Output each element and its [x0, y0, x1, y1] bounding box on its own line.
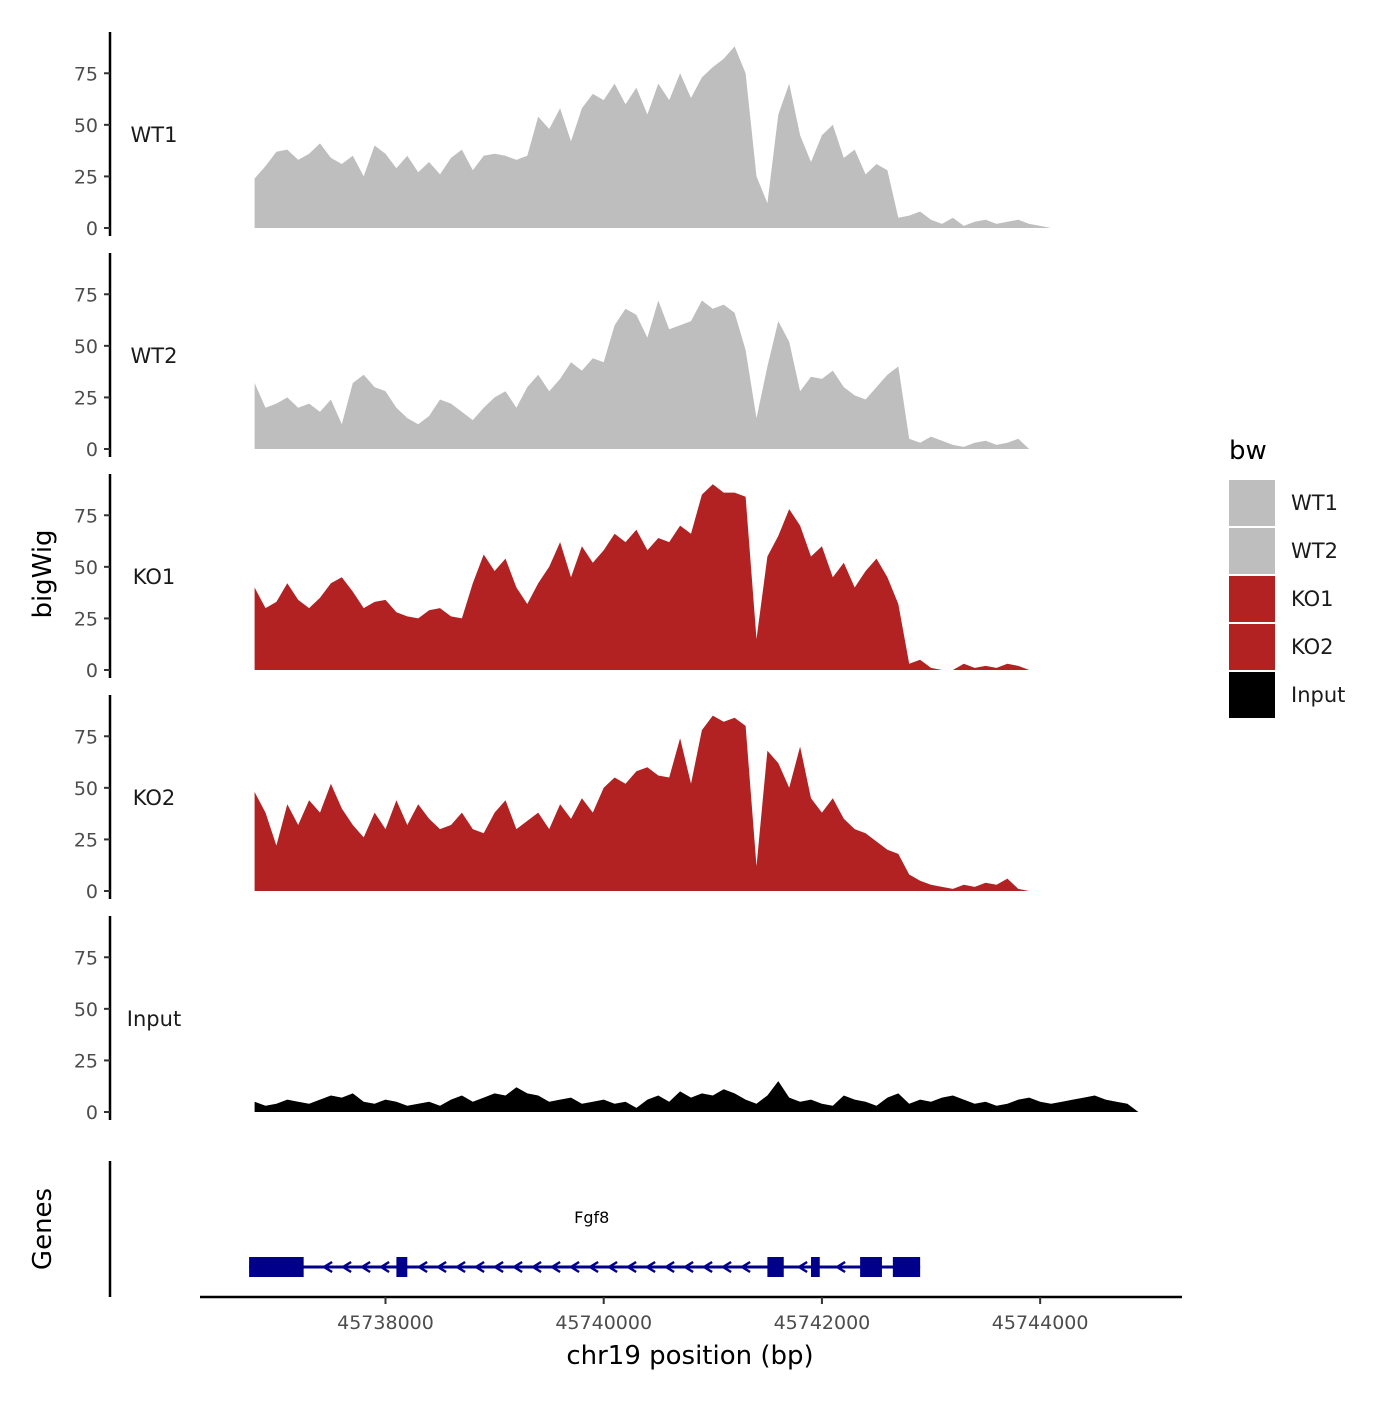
strand-chevron [321, 1260, 333, 1274]
y-tick-label: 25 [74, 166, 98, 188]
strand-chevron [663, 1260, 675, 1274]
strand-chevron [739, 1260, 751, 1274]
genes-axis-title: Genes [28, 1188, 58, 1270]
y-tick-label: 50 [74, 999, 98, 1021]
x-tick-label: 45738000 [337, 1312, 434, 1334]
strand-chevron [435, 1260, 447, 1274]
y-axis-title: bigWig [28, 529, 58, 618]
x-axis: 45738000 45740000 45742000 45744000 [200, 1295, 1182, 1334]
strand-chevron [682, 1260, 694, 1274]
strand-chevron [796, 1260, 808, 1274]
y-tick-label: 75 [74, 63, 98, 85]
x-axis-title: chr19 position (bp) [566, 1341, 813, 1371]
x-tick-label: 45744000 [992, 1312, 1089, 1334]
strand-chevron [340, 1260, 352, 1274]
y-tick-label: 25 [74, 1050, 98, 1072]
legend: bw WT1 WT2 KO1 KO2 Input [1229, 436, 1345, 718]
legend-key-wt1 [1229, 480, 1275, 526]
strand-chevron [416, 1260, 428, 1274]
y-tick-label: 25 [74, 829, 98, 851]
track-ko1: 0 25 50 75 KO1 [74, 474, 1139, 682]
signal-tracks: 0 25 50 75 WT1 0 25 50 75 WT2 0 25 50 75 KO1 0 25 50 75 KO2… [74, 32, 1139, 1124]
y-tick-label: 50 [74, 336, 98, 358]
y-tick-label: 0 [86, 218, 98, 240]
gene-exon [767, 1257, 784, 1277]
strand-chevron [454, 1260, 466, 1274]
track-label: Input [127, 1007, 181, 1031]
track-wt2: 0 25 50 75 WT2 [74, 253, 1139, 461]
strand-chevron [568, 1260, 580, 1274]
track-wt1: 0 25 50 75 WT1 [74, 32, 1139, 240]
legend-label: KO2 [1291, 635, 1334, 659]
legend-title: bw [1229, 436, 1267, 466]
strand-chevron [473, 1260, 485, 1274]
legend-label: WT2 [1291, 539, 1338, 563]
gene-exon [811, 1257, 820, 1277]
y-tick-label: 75 [74, 726, 98, 748]
gene-exon [249, 1257, 304, 1277]
y-tick-label: 50 [74, 115, 98, 137]
strand-chevron [606, 1260, 618, 1274]
gene-exon [892, 1257, 921, 1277]
y-tick-label: 0 [86, 660, 98, 682]
area-wt1 [254, 46, 1139, 229]
y-tick-label: 75 [74, 284, 98, 306]
strand-chevron [359, 1260, 371, 1274]
y-tick-label: 0 [86, 1102, 98, 1124]
y-tick-label: 75 [74, 947, 98, 969]
strand-chevron [378, 1260, 390, 1274]
track-ko2: 0 25 50 75 KO2 [74, 695, 1139, 903]
x-tick-label: 45742000 [774, 1312, 871, 1334]
gene-exon [860, 1257, 882, 1277]
legend-label: WT1 [1291, 491, 1338, 515]
track-label: WT1 [131, 123, 178, 147]
x-tick-label: 45740000 [555, 1312, 652, 1334]
y-tick-label: 0 [86, 439, 98, 461]
y-tick-label: 50 [74, 557, 98, 579]
y-tick-label: 75 [74, 505, 98, 527]
legend-key-ko2 [1229, 624, 1275, 670]
y-tick-label: 25 [74, 387, 98, 409]
legend-key-ko1 [1229, 576, 1275, 622]
y-tick-label: 25 [74, 608, 98, 630]
gene-exon [396, 1257, 408, 1277]
strand-chevron [834, 1260, 846, 1274]
y-tick-label: 50 [74, 778, 98, 800]
strand-chevron [587, 1260, 599, 1274]
area-input [254, 1081, 1139, 1112]
gene-track: Fgf8 [108, 1161, 921, 1297]
legend-key-input [1229, 672, 1275, 718]
strand-chevron [511, 1260, 523, 1274]
track-label: WT2 [131, 344, 178, 368]
legend-label: KO1 [1291, 587, 1334, 611]
area-ko2 [254, 715, 1139, 891]
strand-chevron [625, 1260, 637, 1274]
legend-label: Input [1291, 683, 1345, 707]
strand-chevron [492, 1260, 504, 1274]
area-ko1 [254, 484, 1139, 670]
track-label: KO2 [133, 786, 176, 810]
track-input: 0 25 50 75 Input [74, 916, 1139, 1124]
strand-chevron [644, 1260, 656, 1274]
strand-chevron [549, 1260, 561, 1274]
y-tick-label: 0 [86, 881, 98, 903]
legend-key-wt2 [1229, 528, 1275, 574]
area-wt2 [254, 300, 1139, 449]
strand-chevron [701, 1260, 713, 1274]
strand-chevron [720, 1260, 732, 1274]
strand-chevron [530, 1260, 542, 1274]
gene-name-label: Fgf8 [574, 1208, 609, 1227]
track-label: KO1 [133, 565, 176, 589]
